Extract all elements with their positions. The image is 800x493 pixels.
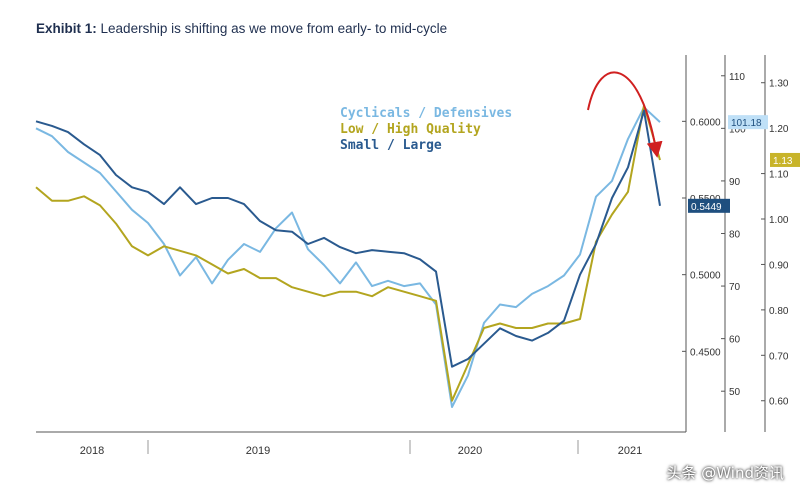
left-axis-tick-label: 0.6000: [690, 117, 721, 128]
right-axis-tick-label: 0.60: [769, 397, 789, 408]
last-value-tag: 0.5449: [691, 202, 722, 213]
mid-axis-tick-label: 60: [729, 335, 741, 346]
legend-entry: Small / Large: [340, 138, 442, 153]
left-axis-tick-label: 0.5000: [690, 271, 721, 282]
chart-title: Exhibit 1: Leadership is shifting as we …: [36, 21, 447, 36]
right-axis-tick-label: 1.10: [769, 170, 789, 181]
watermark: 头条 @Wind资讯: [666, 464, 784, 482]
last-value-tag-bg: [728, 115, 768, 130]
mid-axis-tick-label: 50: [729, 387, 741, 398]
legend-entry: Cyclicals / Defensives: [340, 106, 512, 121]
left-axis-tick-label: 0.4500: [690, 347, 721, 358]
series-line-0: [35, 106, 661, 408]
series-line-1: [35, 104, 661, 402]
right-axis-tick-label: 0.70: [769, 351, 789, 362]
last-value-tag-bg: [770, 152, 800, 167]
series-line-2: [35, 109, 661, 368]
exhibit-label: Exhibit 1:: [36, 21, 97, 36]
title-text: Leadership is shifting as we move from e…: [100, 21, 448, 36]
last-value-tag: 1.13: [773, 156, 793, 167]
mid-axis-tick-label: 80: [729, 229, 741, 240]
mid-axis-tick-label: 110: [729, 72, 745, 83]
x-tick-label: 2018: [80, 445, 104, 457]
right-axis-tick-label: 1.30: [769, 79, 789, 90]
right-axis-tick-label: 1.00: [769, 215, 789, 226]
red-arrow-annotation: [587, 71, 663, 158]
mid-axis-tick-label: 90: [729, 177, 741, 188]
right-axis-tick-label: 1.20: [769, 124, 789, 135]
right-axis-tick-label: 0.80: [769, 306, 789, 317]
last-value-tag: 101.18: [731, 118, 762, 129]
last-value-tag-bg: [688, 198, 730, 213]
mid-axis-tick-label: 70: [729, 282, 741, 293]
mid-axis-tick-label: 100: [729, 124, 746, 135]
x-tick-label: 2019: [246, 445, 270, 457]
legend-entry: Low / High Quality: [340, 122, 481, 137]
right-axis-tick-label: 0.90: [769, 260, 789, 271]
x-tick-label: 2021: [618, 445, 642, 457]
x-tick-label: 2020: [458, 445, 482, 457]
